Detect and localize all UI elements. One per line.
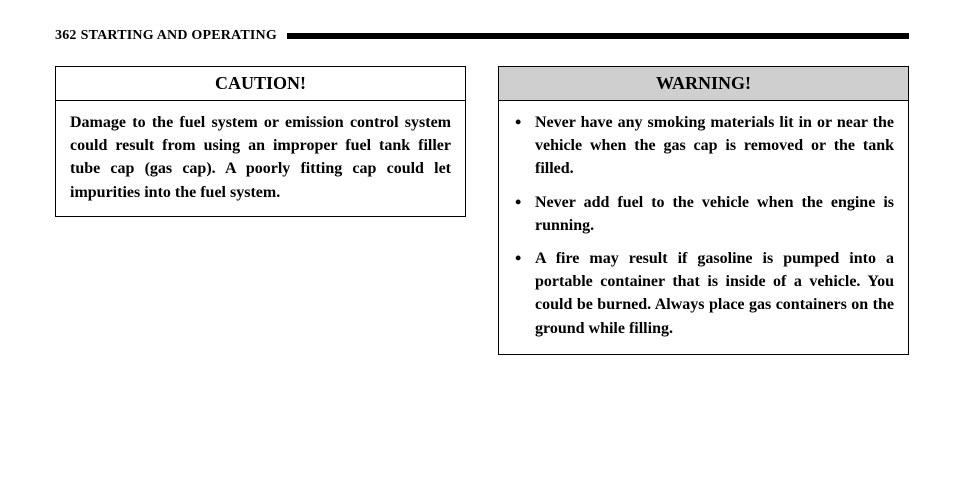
header-rule (287, 33, 909, 39)
caution-title: CAUTION! (56, 67, 465, 101)
right-column: WARNING! Never have any smoking material… (498, 66, 909, 355)
caution-box: CAUTION! Damage to the fuel system or em… (55, 66, 466, 217)
warning-item: Never add fuel to the vehicle when the e… (531, 191, 894, 237)
warning-item: A fire may result if gasoline is pumped … (531, 247, 894, 340)
manual-page: 362 STARTING AND OPERATING CAUTION! Dama… (0, 0, 954, 500)
caution-body: Damage to the fuel system or emission co… (56, 101, 465, 216)
page-number: 362 (55, 28, 77, 44)
warning-item: Never have any smoking materials lit in … (531, 111, 894, 181)
content-columns: CAUTION! Damage to the fuel system or em… (55, 66, 909, 355)
warning-list: Never have any smoking materials lit in … (513, 111, 894, 340)
warning-box: WARNING! Never have any smoking material… (498, 66, 909, 355)
page-header: 362 STARTING AND OPERATING (55, 28, 909, 44)
section-title: STARTING AND OPERATING (81, 28, 277, 44)
warning-body: Never have any smoking materials lit in … (499, 101, 908, 354)
warning-title: WARNING! (499, 67, 908, 101)
left-column: CAUTION! Damage to the fuel system or em… (55, 66, 466, 355)
